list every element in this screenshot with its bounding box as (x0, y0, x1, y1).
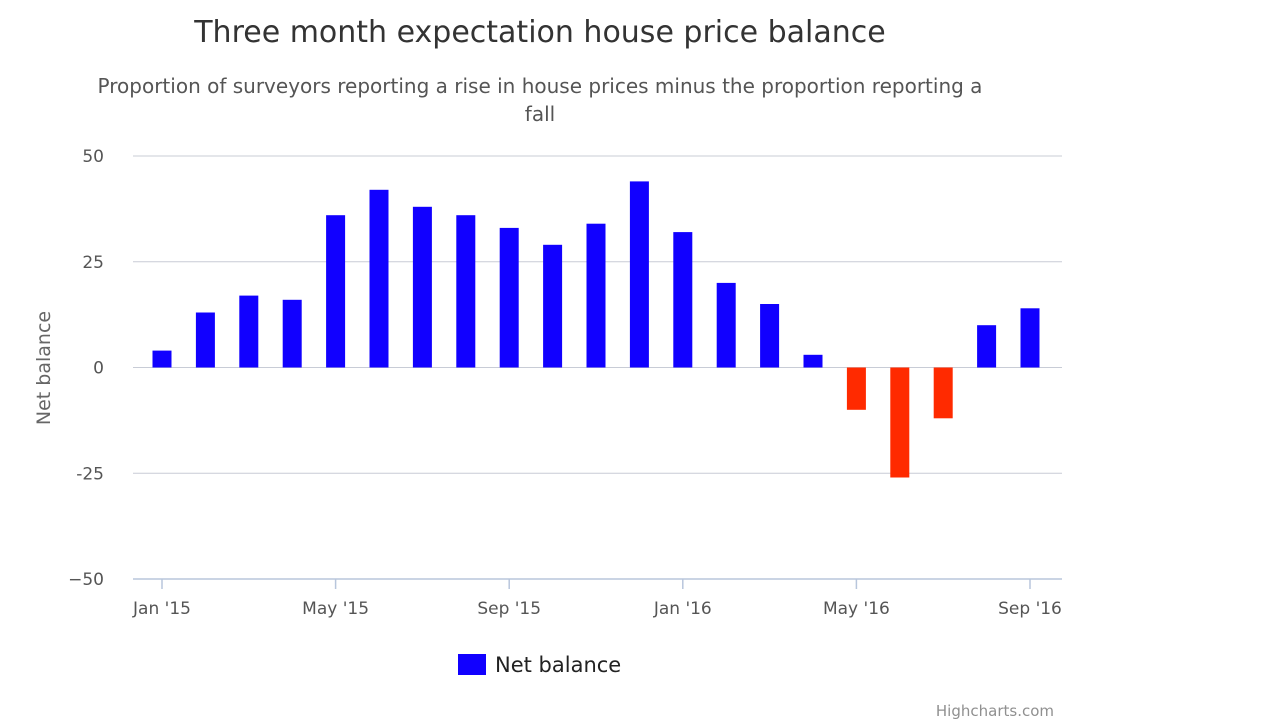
bar[interactable] (890, 367, 910, 478)
bars[interactable] (152, 181, 1040, 478)
bar[interactable] (1020, 308, 1040, 368)
bar[interactable] (846, 367, 866, 410)
bar[interactable] (629, 181, 649, 368)
bar[interactable] (195, 312, 215, 368)
y-tick-label: 0 (93, 359, 104, 379)
bar[interactable] (760, 304, 780, 368)
bar[interactable] (543, 244, 563, 368)
bar[interactable] (716, 282, 736, 368)
bar[interactable] (282, 299, 302, 368)
bar[interactable] (933, 367, 953, 419)
chart-subtitle-line-1: Proportion of surveyors reporting a rise… (98, 74, 983, 98)
bar[interactable] (803, 354, 823, 368)
y-tick-label: 50 (82, 147, 104, 167)
x-tick-label: Sep '15 (477, 599, 541, 619)
y-tick-label: −50 (68, 570, 104, 590)
bar[interactable] (412, 206, 432, 368)
y-tick-label: -25 (76, 464, 104, 484)
y-axis: 50 25 0 -25 −50 (68, 147, 104, 590)
y-tick-label: 25 (82, 253, 104, 273)
bar[interactable] (369, 189, 389, 368)
x-tick-label: May '16 (823, 599, 890, 619)
x-axis: Jan '15 May '15 Sep '15 Jan '16 May '16 Sep '… (132, 578, 1062, 619)
bar[interactable] (152, 350, 172, 368)
y-axis-label: Net balance (33, 311, 55, 425)
x-tick-label: Jan '16 (653, 599, 712, 619)
x-tick-label: Sep '16 (998, 599, 1062, 619)
bar[interactable] (326, 215, 346, 368)
bar[interactable] (673, 232, 693, 368)
chart-subtitle-line-2: fall (525, 102, 555, 126)
legend-label: Net balance (495, 653, 621, 677)
legend-swatch (458, 654, 486, 675)
bar[interactable] (499, 227, 519, 368)
chart-title: Three month expectation house price bala… (193, 15, 886, 50)
legend-item-net-balance[interactable]: Net balance (458, 653, 621, 677)
x-tick-label: Jan '15 (132, 599, 191, 619)
bar[interactable] (456, 215, 476, 368)
x-tick-label: May '15 (302, 599, 369, 619)
credits-link[interactable]: Highcharts.com (936, 702, 1054, 720)
bar[interactable] (977, 325, 997, 368)
bar[interactable] (586, 223, 606, 368)
bar[interactable] (239, 295, 259, 368)
